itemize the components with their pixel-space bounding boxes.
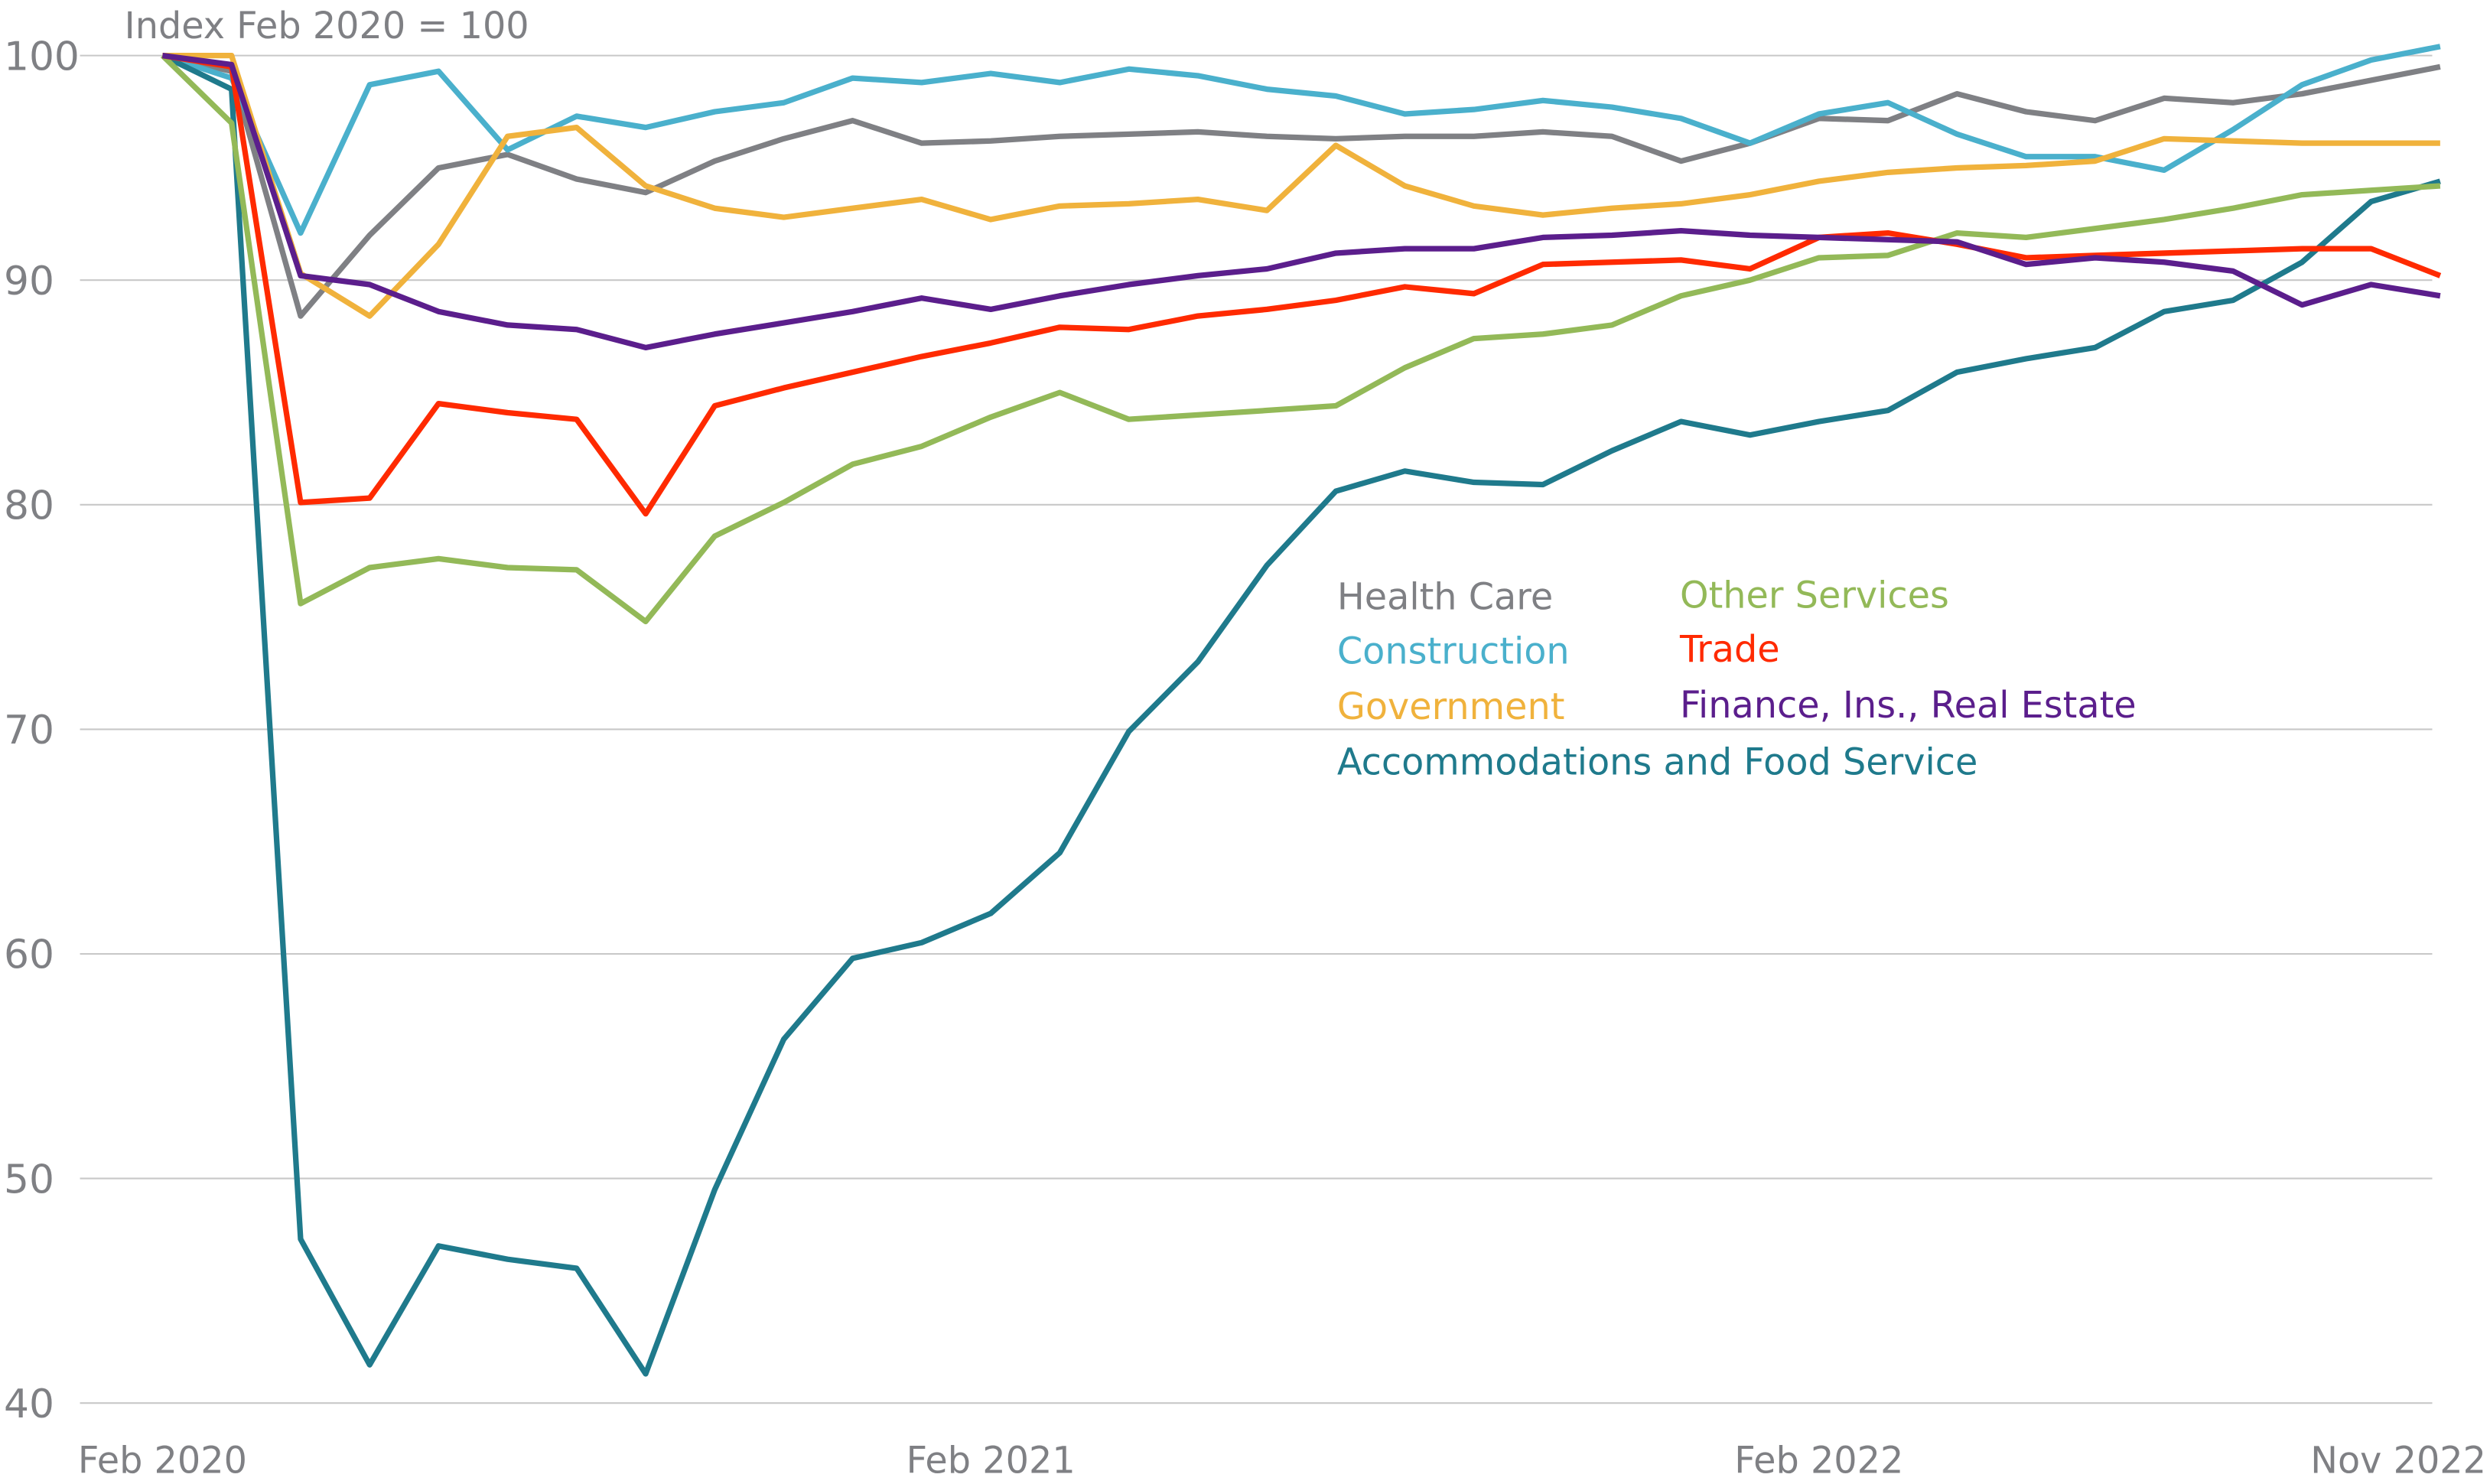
legend-entry: Government bbox=[1337, 686, 1565, 728]
y-tick-label: 90 bbox=[4, 259, 54, 304]
y-tick-label: 70 bbox=[4, 708, 54, 753]
legend-entry: Construction bbox=[1337, 630, 1570, 672]
legend-entry: Health Care bbox=[1337, 577, 1553, 619]
x-tick-label: Nov 2022 bbox=[2310, 1440, 2486, 1482]
y-tick-label: 60 bbox=[4, 932, 54, 978]
series-line bbox=[161, 53, 2441, 351]
x-tick-label: Feb 2020 bbox=[78, 1440, 247, 1482]
y-tick-label: 40 bbox=[4, 1381, 54, 1427]
x-tick-label: Feb 2022 bbox=[1734, 1440, 1903, 1482]
series-line bbox=[161, 53, 2441, 319]
series-line bbox=[160, 54, 2441, 625]
series-line bbox=[161, 53, 2441, 1377]
legend-entry: Trade bbox=[1679, 629, 1780, 671]
series-line bbox=[161, 53, 2442, 517]
legend-entry: Accommodations and Food Service bbox=[1337, 742, 1978, 784]
subtitle: Index Feb 2020 = 100 bbox=[125, 5, 529, 47]
series-line bbox=[162, 52, 2440, 319]
y-tick-label: 80 bbox=[4, 483, 54, 529]
y-tick-label: 50 bbox=[4, 1157, 54, 1202]
legend-entry: Finance, Ins., Real Estate bbox=[1680, 685, 2137, 727]
x-tick-label: Feb 2021 bbox=[906, 1440, 1076, 1482]
y-tick-label: 100 bbox=[4, 34, 80, 80]
legend-entry: Other Services bbox=[1680, 575, 1949, 617]
